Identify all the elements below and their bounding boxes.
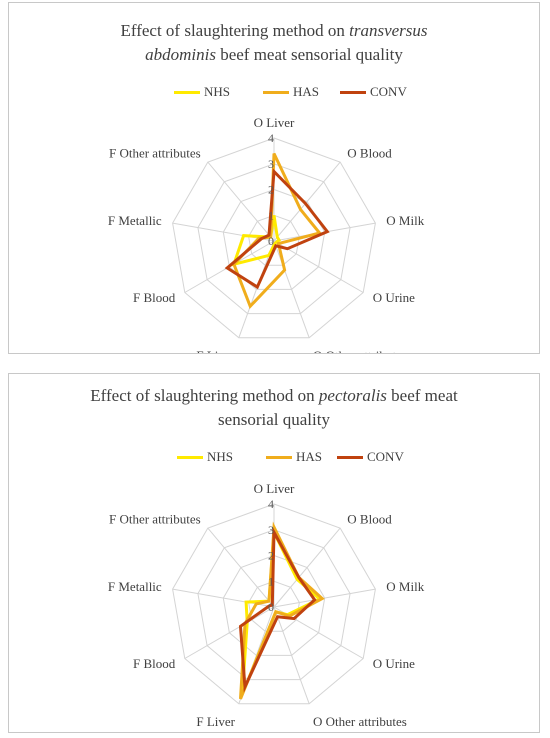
- legend-swatch: [174, 91, 200, 94]
- chart-title-line: abdominis beef meat sensorial quality: [9, 43, 539, 67]
- chart-legend: NHS HAS CONV: [9, 83, 539, 101]
- legend-swatch: [177, 456, 203, 459]
- legend-label: NHS: [204, 84, 230, 100]
- legend-item: CONV: [337, 448, 404, 466]
- legend-item: CONV: [340, 83, 407, 101]
- legend-swatch: [266, 456, 292, 459]
- legend-swatch: [337, 456, 363, 459]
- axis-category-label: O Urine: [373, 290, 415, 305]
- axis-category-label: F Metallic: [108, 579, 162, 594]
- radar-spoke: [208, 162, 274, 241]
- axis-category-label: F Blood: [133, 290, 176, 305]
- chart-title-line: sensorial quality: [9, 408, 539, 432]
- radar-plot: 0 1 2 3 4O Liver O Blood O Milk O Urine O Other …: [9, 470, 539, 730]
- axis-category-label: O Blood: [347, 146, 392, 161]
- radar-spoke: [208, 528, 274, 607]
- chart-title-line: Effect of slaughtering method on transve…: [9, 19, 539, 43]
- axis-category-label: O Liver: [254, 481, 295, 496]
- axis-category-label: F Liver: [196, 348, 235, 353]
- radial-tick-label: 0: [268, 600, 274, 614]
- chart-title: Effect of slaughtering method on transve…: [9, 19, 539, 67]
- radial-tick-label: 1: [268, 574, 274, 588]
- legend-swatch: [263, 91, 289, 94]
- legend-label: NHS: [207, 449, 233, 465]
- axis-category-label: O Liver: [254, 115, 295, 130]
- radar-chart-panel-transversus: Effect of slaughtering method on transve…: [8, 2, 540, 354]
- radar-plot: 0 1 2 3 4O Liver O Blood O Milk O Urine O Other …: [9, 103, 539, 353]
- chart-title: Effect of slaughtering method on pectora…: [9, 384, 539, 432]
- radial-tick-label: 4: [268, 497, 274, 511]
- axis-category-label: F Liver: [196, 714, 235, 729]
- axis-category-label: F Metallic: [108, 213, 162, 228]
- legend-swatch: [340, 91, 366, 94]
- axis-category-label: O Other attributes: [313, 714, 407, 729]
- legend-label: CONV: [367, 449, 404, 465]
- axis-category-label: O Other attributes: [313, 348, 407, 353]
- radar-chart-panel-pectoralis: Effect of slaughtering method on pectora…: [8, 373, 540, 733]
- radial-tick-label: 3: [268, 523, 274, 537]
- chart-legend: NHS HAS CONV: [9, 448, 539, 466]
- radial-tick-label: 2: [268, 183, 274, 197]
- axis-category-label: O Milk: [386, 579, 424, 594]
- radar-spoke: [274, 528, 340, 607]
- legend-label: HAS: [296, 449, 322, 465]
- legend-label: HAS: [293, 84, 319, 100]
- legend-item: NHS: [177, 448, 233, 466]
- radial-tick-label: 0: [268, 234, 274, 248]
- chart-title-line: Effect of slaughtering method on pectora…: [9, 384, 539, 408]
- axis-category-label: F Blood: [133, 656, 176, 671]
- radial-tick-label: 4: [268, 131, 274, 145]
- radial-tick-label: 1: [268, 208, 274, 222]
- legend-item: HAS: [263, 83, 319, 101]
- radar-spoke: [274, 589, 375, 607]
- legend-item: NHS: [174, 83, 230, 101]
- legend-item: HAS: [266, 448, 322, 466]
- radial-tick-label: 3: [268, 157, 274, 171]
- legend-label: CONV: [370, 84, 407, 100]
- axis-category-label: F Other attributes: [109, 146, 201, 161]
- axis-category-label: O Urine: [373, 656, 415, 671]
- axis-category-label: O Milk: [386, 213, 424, 228]
- radial-tick-label: 2: [268, 549, 274, 563]
- axis-category-label: F Other attributes: [109, 512, 201, 527]
- axis-category-label: O Blood: [347, 512, 392, 527]
